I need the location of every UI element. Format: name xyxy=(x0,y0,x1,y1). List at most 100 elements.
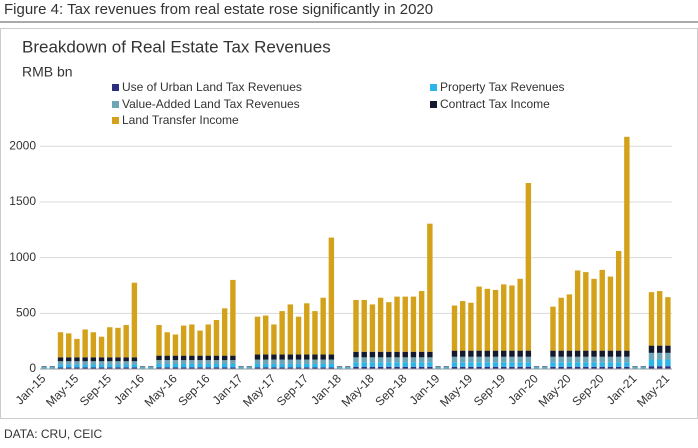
bar-segment xyxy=(418,351,425,358)
legend-label: Contract Tax Income xyxy=(440,97,550,111)
bar-segment xyxy=(656,366,663,369)
bar-segment xyxy=(336,366,343,367)
bar-segment xyxy=(74,364,80,368)
bar-segment xyxy=(172,367,179,369)
bar-segment xyxy=(254,316,261,355)
bar-segment xyxy=(74,357,80,362)
bar-segment xyxy=(205,367,211,369)
bar-segment xyxy=(665,359,671,367)
bar-segment xyxy=(156,325,162,356)
bar-segment xyxy=(82,367,88,369)
bar-segment xyxy=(189,324,195,356)
bar-segment xyxy=(558,297,564,351)
bar-segment xyxy=(213,367,220,369)
bar-segment xyxy=(320,354,326,360)
bar-segment xyxy=(501,350,507,357)
bar-segment xyxy=(295,354,302,360)
bar-segment xyxy=(304,354,310,360)
bar-segment xyxy=(517,366,523,369)
bar-segment xyxy=(238,367,244,369)
bar-segment xyxy=(213,360,220,364)
bar-segment xyxy=(148,366,154,367)
bar-segment xyxy=(394,357,400,363)
bar-segment xyxy=(615,356,622,363)
bar-segment xyxy=(599,350,605,357)
bar-segment xyxy=(82,361,88,365)
bar-segment xyxy=(632,367,638,369)
bar-segment xyxy=(451,350,458,357)
bar-segment xyxy=(304,359,310,364)
bar-segment xyxy=(115,367,121,369)
bar-segment xyxy=(131,364,138,368)
bar-segment xyxy=(254,367,261,369)
bar-segment xyxy=(369,304,376,352)
bar-segment xyxy=(90,361,97,365)
bar-segment xyxy=(624,350,630,357)
bar-segment xyxy=(525,356,532,363)
bar-segment xyxy=(254,354,261,360)
bar-segment xyxy=(180,360,187,364)
bar-segment xyxy=(418,291,425,352)
bar-segment xyxy=(574,350,581,357)
bar-segment xyxy=(648,366,655,369)
bar-segment xyxy=(402,351,408,358)
bar-segment xyxy=(172,334,179,356)
bar-segment xyxy=(607,366,614,369)
bar-segment xyxy=(164,355,170,361)
bar-segment xyxy=(197,367,203,369)
bar-segment xyxy=(492,350,499,357)
bar-segment xyxy=(287,367,294,369)
bar-segment xyxy=(221,367,228,369)
bar-segment xyxy=(238,366,244,367)
bar-segment xyxy=(484,362,491,367)
bar-segment xyxy=(49,366,56,367)
bar-segment xyxy=(599,269,605,351)
bar-segment xyxy=(418,366,425,369)
bar-segment xyxy=(213,363,220,368)
bar-segment xyxy=(410,296,417,352)
y-tick-label: 1500 xyxy=(9,194,36,208)
bar-segment xyxy=(271,359,277,364)
bar-segment xyxy=(599,362,605,367)
bar-segment xyxy=(525,362,532,367)
bar-segment xyxy=(591,362,597,367)
bar-segment xyxy=(115,357,121,362)
bar-segment xyxy=(98,364,105,368)
bar-segment xyxy=(312,367,318,369)
bar-segment xyxy=(271,363,277,368)
legend-swatch xyxy=(430,101,437,108)
bar-segment xyxy=(615,362,622,367)
bar-segment xyxy=(566,350,573,357)
y-tick-label: 1000 xyxy=(9,250,36,264)
bar-segment xyxy=(57,361,64,365)
legend-label: Use of Urban Land Tax Revenues xyxy=(122,80,302,94)
bar-segment xyxy=(533,367,540,369)
bar-segment xyxy=(427,366,433,369)
bar-segment xyxy=(131,367,138,369)
bar-segment xyxy=(345,366,351,368)
bar-segment xyxy=(287,304,294,355)
bar-segment xyxy=(328,237,335,355)
bar-segment xyxy=(583,366,589,369)
bar-segment xyxy=(287,359,294,364)
bar-segment xyxy=(492,289,499,351)
bar-segment xyxy=(377,362,384,367)
bar-segment xyxy=(107,361,113,365)
bar-segment xyxy=(402,366,408,369)
bar-segment xyxy=(451,305,458,351)
bar-segment xyxy=(115,327,121,358)
bar-segment xyxy=(304,303,310,355)
bar-segment xyxy=(492,362,499,367)
bar-segment xyxy=(295,363,302,368)
y-tick-label: 2000 xyxy=(9,138,36,152)
bar-segment xyxy=(361,351,367,358)
bar-segment xyxy=(476,286,482,351)
bar-segment xyxy=(197,360,203,364)
bar-segment xyxy=(402,296,408,352)
bar-segment xyxy=(550,306,556,351)
bar-segment xyxy=(402,362,408,367)
bar-segment xyxy=(517,278,523,351)
bar-segment xyxy=(648,359,655,367)
bar-segment xyxy=(98,357,105,362)
bar-segment xyxy=(517,350,523,357)
